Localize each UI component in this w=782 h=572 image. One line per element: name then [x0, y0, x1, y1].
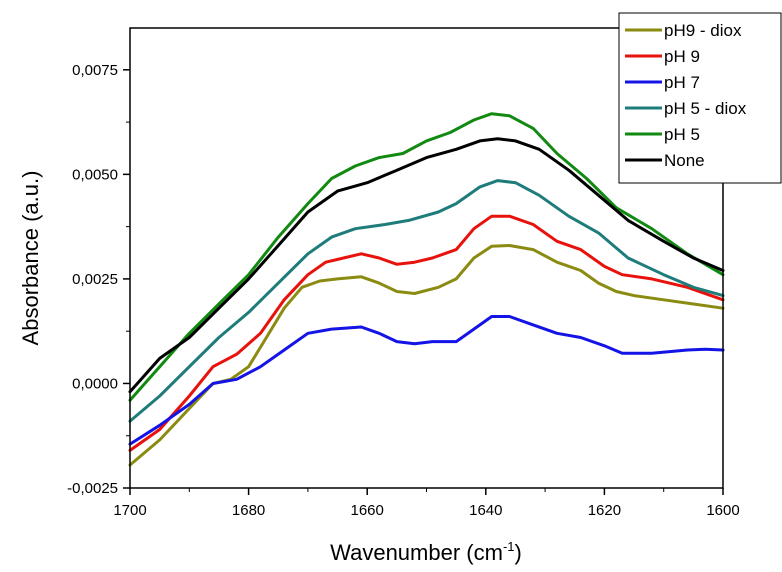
- series-line-1: [128, 214, 725, 452]
- series-lines: [128, 112, 725, 467]
- legend-label-2: pH 7: [664, 73, 700, 92]
- y-tick-label-4: 0,0075: [72, 62, 118, 79]
- series-line-4: [128, 112, 725, 402]
- legend-label-4: pH 5: [664, 125, 700, 144]
- series-line-0: [128, 244, 725, 467]
- y-axis-title: Absorbance (a.u.): [18, 171, 43, 346]
- legend-label-1: pH 9: [664, 47, 700, 66]
- x-tick-label-3: 1640: [469, 502, 502, 519]
- y-tick-label-1: 0,0000: [72, 375, 118, 392]
- legend-label-3: pH 5 - diox: [664, 99, 747, 118]
- x-tick-label-0: 1700: [113, 502, 146, 519]
- x-tick-label-1: 1680: [232, 502, 265, 519]
- legend-label-0: pH9 - diox: [664, 21, 742, 40]
- x-tick-label-2: 1660: [351, 502, 384, 519]
- x-tick-label-5: 1600: [706, 502, 739, 519]
- y-tick-label-3: 0,0050: [72, 166, 118, 183]
- legend-box: [618, 12, 782, 184]
- x-axis-title-end: ): [515, 540, 522, 565]
- x-axis-title-main: Wavenumber (cm: [330, 540, 503, 565]
- series-line-2: [128, 315, 725, 446]
- y-tick-label-2: 0,0025: [72, 271, 118, 288]
- x-axis-title-sup: -1: [503, 539, 515, 554]
- ticks: 1700 1680 1660 1640 1620 1600 -0,0025 0,0000 0,0…: [67, 62, 740, 519]
- legend-label-5: None: [664, 151, 705, 170]
- series-line-5: [128, 137, 725, 394]
- legend: pH9 - diox pH 9 pH 7 pH 5 - diox pH 5 None: [618, 12, 782, 184]
- series-line-3: [128, 179, 725, 423]
- x-tick-label-4: 1620: [588, 502, 621, 519]
- y-tick-label-0: -0,0025: [67, 480, 118, 497]
- x-axis-title: Wavenumber (cm-1): [330, 539, 522, 565]
